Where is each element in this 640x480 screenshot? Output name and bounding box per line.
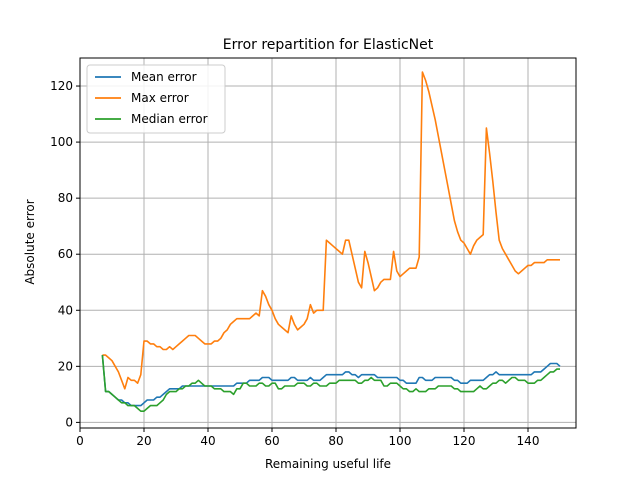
y-axis-ticks: 0 20 40 60 80 100 120 — [50, 79, 80, 429]
legend-label: Max error — [131, 91, 189, 105]
x-tick-label: 0 — [76, 434, 84, 448]
y-tick-label: 20 — [58, 359, 73, 373]
y-tick-label: 120 — [50, 79, 73, 93]
x-tick-label: 40 — [200, 434, 215, 448]
legend-label: Median error — [131, 112, 208, 126]
y-tick-label: 80 — [58, 191, 73, 205]
series-line-median-error — [101, 355, 560, 412]
x-tick-label: 140 — [517, 434, 540, 448]
legend-box — [86, 64, 226, 134]
y-tick-label: 100 — [50, 135, 73, 149]
x-tick-label: 100 — [389, 434, 412, 448]
series-line-max-error — [102, 71, 560, 390]
y-tick-label: 40 — [58, 303, 73, 317]
plot-frame — [79, 57, 577, 429]
x-tick-label: 80 — [328, 434, 343, 448]
x-tick-label: 120 — [453, 434, 476, 448]
legend: Mean error Max error Median error — [86, 64, 226, 134]
x-tick-label: 60 — [264, 434, 279, 448]
chart-title: Error repartition for ElasticNet — [223, 37, 434, 53]
legend-label: Mean error — [131, 70, 197, 84]
y-tick-label: 0 — [65, 415, 73, 429]
x-axis-label: Remaining useful life — [265, 457, 391, 471]
x-axis-ticks: 0 20 40 60 80 100 120 140 — [76, 428, 539, 448]
y-axis-label: Absolute error — [23, 199, 37, 284]
y-tick-label: 60 — [58, 247, 73, 261]
series-layer — [101, 71, 561, 412]
x-tick-label: 20 — [136, 434, 151, 448]
